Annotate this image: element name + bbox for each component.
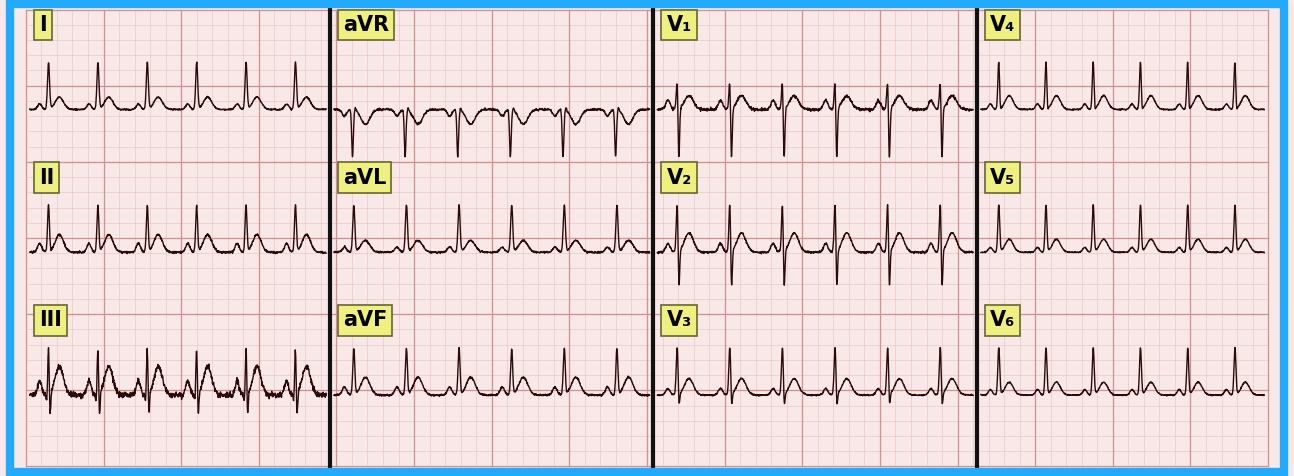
Text: V₁: V₁ bbox=[666, 15, 692, 35]
Text: aVL: aVL bbox=[343, 168, 387, 188]
Text: V₃: V₃ bbox=[666, 310, 692, 330]
Text: V₅: V₅ bbox=[990, 168, 1016, 188]
Text: III: III bbox=[39, 310, 62, 330]
Text: aVF: aVF bbox=[343, 310, 387, 330]
Text: I: I bbox=[39, 15, 47, 35]
Text: II: II bbox=[39, 168, 54, 188]
Text: V₆: V₆ bbox=[990, 310, 1016, 330]
Text: V₂: V₂ bbox=[666, 168, 692, 188]
Text: aVR: aVR bbox=[343, 15, 389, 35]
Text: V₄: V₄ bbox=[990, 15, 1016, 35]
